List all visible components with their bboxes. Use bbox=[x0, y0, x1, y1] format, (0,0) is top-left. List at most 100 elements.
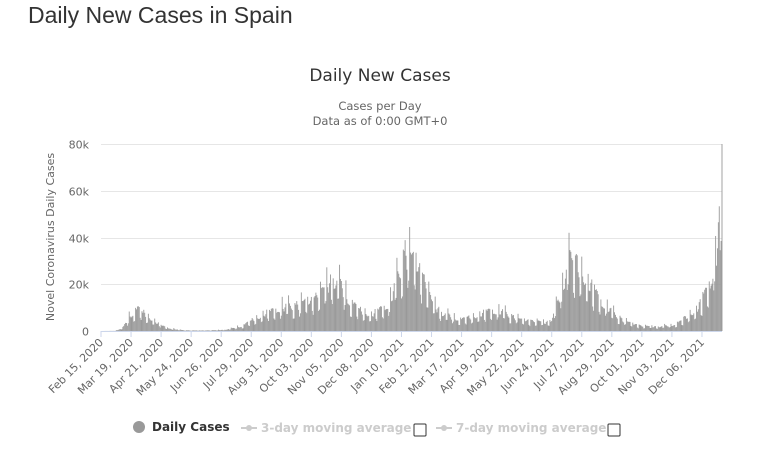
bar bbox=[292, 310, 293, 331]
bar bbox=[334, 289, 335, 331]
bar bbox=[540, 321, 541, 331]
bar bbox=[549, 320, 550, 331]
bar bbox=[287, 314, 288, 331]
bar bbox=[264, 316, 265, 331]
bar bbox=[629, 322, 630, 331]
bar bbox=[135, 308, 136, 331]
legend-item-7-day-average[interactable]: 7-day moving average bbox=[436, 421, 620, 436]
bar bbox=[148, 314, 149, 331]
bar bbox=[536, 325, 537, 331]
bar bbox=[433, 313, 434, 331]
bar bbox=[386, 309, 387, 331]
bar bbox=[325, 303, 326, 331]
y-tick-label: 40k bbox=[69, 233, 90, 246]
bar bbox=[557, 301, 558, 331]
bar bbox=[306, 313, 307, 331]
bar bbox=[164, 326, 165, 331]
bar bbox=[623, 322, 624, 331]
bar bbox=[248, 325, 249, 331]
bar bbox=[195, 330, 196, 331]
bar bbox=[152, 325, 153, 331]
bar bbox=[463, 317, 464, 331]
bar bbox=[305, 299, 306, 331]
bar bbox=[147, 323, 148, 331]
bar bbox=[362, 315, 363, 331]
legend-item-daily-cases[interactable]: Daily Cases bbox=[133, 420, 230, 434]
bar bbox=[669, 328, 670, 331]
bar bbox=[392, 301, 393, 331]
bar bbox=[422, 273, 423, 331]
bar bbox=[454, 313, 455, 331]
bar bbox=[554, 318, 555, 331]
bar bbox=[171, 329, 172, 331]
bar bbox=[675, 327, 676, 331]
bar bbox=[677, 322, 678, 331]
bar bbox=[375, 309, 376, 331]
bar bbox=[301, 292, 302, 331]
bar bbox=[630, 322, 631, 331]
bar bbox=[194, 330, 195, 331]
bar bbox=[288, 295, 289, 331]
bar bbox=[250, 321, 251, 331]
bar bbox=[614, 312, 615, 331]
bar bbox=[558, 300, 559, 331]
bar bbox=[359, 309, 360, 331]
bar bbox=[529, 325, 530, 331]
bar bbox=[615, 315, 616, 331]
bar bbox=[126, 323, 127, 331]
bar bbox=[676, 327, 677, 331]
bar bbox=[671, 326, 672, 331]
bar bbox=[322, 287, 323, 331]
bar bbox=[325, 301, 326, 331]
bar bbox=[648, 326, 649, 331]
bar bbox=[538, 320, 539, 331]
bar bbox=[271, 309, 272, 331]
bar bbox=[520, 319, 521, 331]
legend-marker-3-day bbox=[246, 425, 252, 431]
bar bbox=[635, 324, 636, 331]
bar bbox=[290, 306, 291, 331]
bar bbox=[478, 322, 479, 331]
bar bbox=[130, 317, 131, 332]
bar bbox=[510, 323, 511, 331]
bar bbox=[627, 321, 628, 331]
bar bbox=[187, 330, 188, 331]
bar bbox=[332, 304, 333, 331]
bar bbox=[419, 263, 420, 331]
bar bbox=[708, 308, 709, 331]
bar bbox=[363, 321, 364, 331]
bar bbox=[488, 309, 489, 331]
bar bbox=[581, 257, 582, 331]
bar bbox=[336, 281, 337, 331]
bar bbox=[421, 303, 422, 331]
bar bbox=[312, 311, 313, 331]
bar bbox=[133, 322, 134, 331]
bar bbox=[324, 287, 325, 331]
bar bbox=[700, 299, 701, 331]
bar bbox=[304, 300, 305, 331]
bar bbox=[153, 325, 154, 331]
bar bbox=[117, 330, 118, 331]
bar bbox=[559, 301, 560, 331]
bar bbox=[482, 313, 483, 331]
bar bbox=[645, 325, 646, 331]
bar bbox=[284, 311, 285, 331]
bar bbox=[405, 240, 406, 331]
bar bbox=[381, 307, 382, 331]
bar bbox=[213, 330, 214, 331]
bar bbox=[311, 297, 312, 331]
bar bbox=[208, 330, 209, 331]
bar bbox=[443, 316, 444, 331]
bar bbox=[297, 305, 298, 331]
bar bbox=[569, 233, 570, 331]
legend-checkbox-7-day[interactable] bbox=[608, 424, 620, 436]
bar bbox=[439, 319, 440, 331]
bar bbox=[364, 320, 365, 331]
bar bbox=[218, 330, 219, 331]
bar bbox=[451, 320, 452, 331]
legend-checkbox-3-day[interactable] bbox=[414, 424, 426, 436]
bar bbox=[258, 319, 259, 331]
bar bbox=[219, 330, 220, 331]
bar bbox=[284, 307, 285, 331]
legend-item-3-day-average[interactable]: 3-day moving average bbox=[241, 421, 426, 436]
